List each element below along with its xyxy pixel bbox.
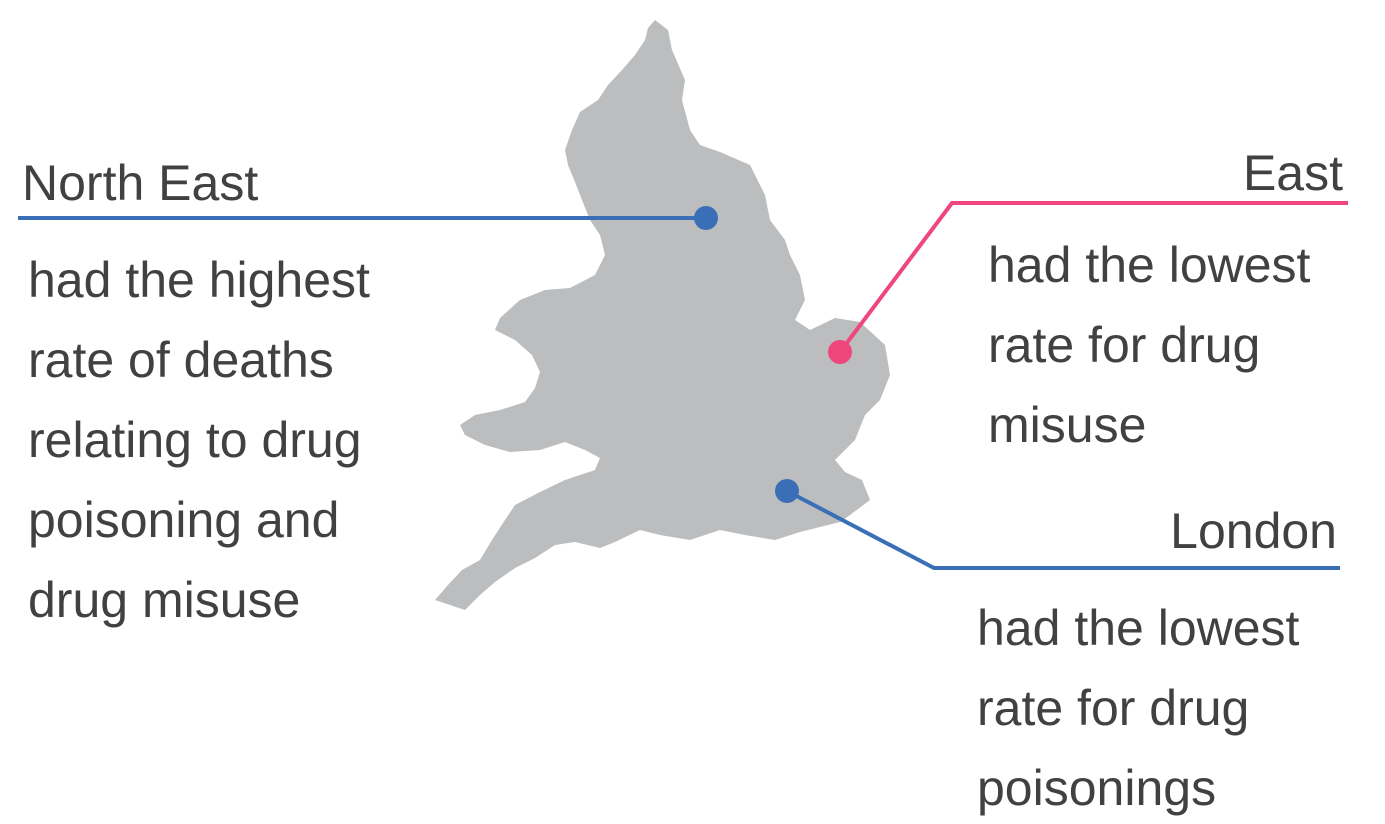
region-name: East (1243, 145, 1343, 201)
description-line: rate for drug (977, 680, 1249, 736)
region-name: North East (22, 155, 258, 211)
description-line: poisoning and (28, 492, 339, 548)
description-line: relating to drug (28, 412, 362, 468)
region-name: London (1170, 503, 1337, 559)
description-line: had the highest (28, 252, 370, 308)
description-line: rate for drug (988, 317, 1260, 373)
description-line: misuse (988, 397, 1146, 453)
region-dot (775, 479, 799, 503)
description-line: had the lowest (988, 237, 1311, 293)
description-line: drug misuse (28, 572, 300, 628)
description: had the lowest rate for drug misuse (988, 237, 1311, 453)
description-line: had the lowest (977, 600, 1300, 656)
leader-line (786, 489, 1340, 570)
description-line: rate of deaths (28, 332, 334, 388)
description-line: poisonings (977, 760, 1216, 816)
leader-line (838, 201, 1348, 354)
england-wales-map (435, 20, 890, 610)
region-dot (694, 206, 718, 230)
description: had the highest rate of deaths relating to… (28, 252, 370, 628)
description: had the lowest rate for drug poisonings (977, 600, 1300, 816)
region-dot (828, 340, 852, 364)
